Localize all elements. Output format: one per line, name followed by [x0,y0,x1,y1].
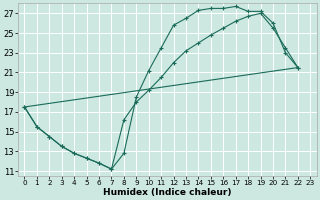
X-axis label: Humidex (Indice chaleur): Humidex (Indice chaleur) [103,188,232,197]
